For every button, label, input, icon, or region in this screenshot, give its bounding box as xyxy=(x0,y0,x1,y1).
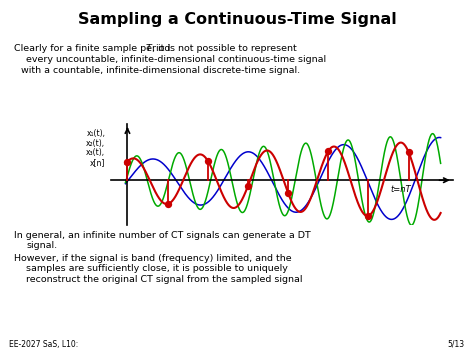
Text: EE-2027 SaS, L10:: EE-2027 SaS, L10: xyxy=(9,340,79,349)
Text: x₁(t),: x₁(t), xyxy=(86,130,105,138)
Text: Sampling a Continuous-Time Signal: Sampling a Continuous-Time Signal xyxy=(78,12,396,27)
Text: x[n]: x[n] xyxy=(90,158,105,167)
Point xyxy=(124,159,131,164)
Text: , it is not possible to represent: , it is not possible to represent xyxy=(152,44,296,53)
Text: Clearly for a finite sample period: Clearly for a finite sample period xyxy=(14,44,173,53)
Text: reconstruct the original CT signal from the sampled signal: reconstruct the original CT signal from … xyxy=(26,275,302,284)
Text: T: T xyxy=(146,44,152,53)
Text: samples are sufficiently close, it is possible to uniquely: samples are sufficiently close, it is po… xyxy=(26,264,288,273)
Text: t=nT: t=nT xyxy=(390,185,411,195)
Text: with a countable, infinite-dimensional discrete-time signal.: with a countable, infinite-dimensional d… xyxy=(21,66,301,75)
Text: In general, an infinite number of CT signals can generate a DT: In general, an infinite number of CT sig… xyxy=(14,231,311,240)
Text: x₂(t),: x₂(t), xyxy=(86,139,105,148)
Text: signal.: signal. xyxy=(26,241,57,250)
Point xyxy=(164,201,172,207)
Text: every uncountable, infinite-dimensional continuous-time signal: every uncountable, infinite-dimensional … xyxy=(26,55,326,64)
Point xyxy=(365,213,372,219)
Point xyxy=(204,158,211,164)
Point xyxy=(324,148,332,154)
Point xyxy=(405,149,412,155)
Point xyxy=(244,183,252,189)
Point xyxy=(284,190,292,196)
Text: However, if the signal is band (frequency) limited, and the: However, if the signal is band (frequenc… xyxy=(14,254,292,263)
Text: x₃(t),: x₃(t), xyxy=(86,148,105,157)
Text: 5/13: 5/13 xyxy=(447,340,465,349)
